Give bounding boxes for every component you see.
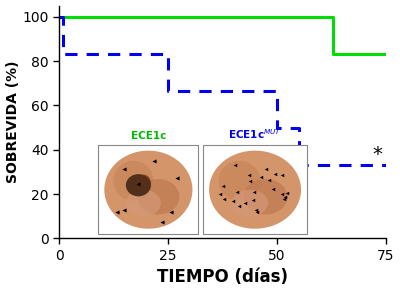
Ellipse shape (104, 151, 192, 229)
Text: *: * (372, 145, 382, 164)
Ellipse shape (209, 151, 301, 229)
Ellipse shape (136, 175, 151, 191)
Text: ECE1c: ECE1c (131, 131, 166, 141)
Ellipse shape (113, 161, 153, 201)
Bar (98, 145, 198, 234)
Ellipse shape (126, 174, 151, 196)
Ellipse shape (137, 179, 180, 215)
Ellipse shape (218, 161, 260, 201)
Ellipse shape (244, 179, 288, 215)
Text: ECE1c$^{MUT}$: ECE1c$^{MUT}$ (228, 127, 282, 141)
Bar (203, 145, 307, 234)
X-axis label: TIEMPO (días): TIEMPO (días) (157, 268, 288, 286)
Ellipse shape (232, 190, 268, 216)
Ellipse shape (126, 190, 161, 216)
Y-axis label: SOBREVIDA (%): SOBREVIDA (%) (6, 61, 20, 183)
